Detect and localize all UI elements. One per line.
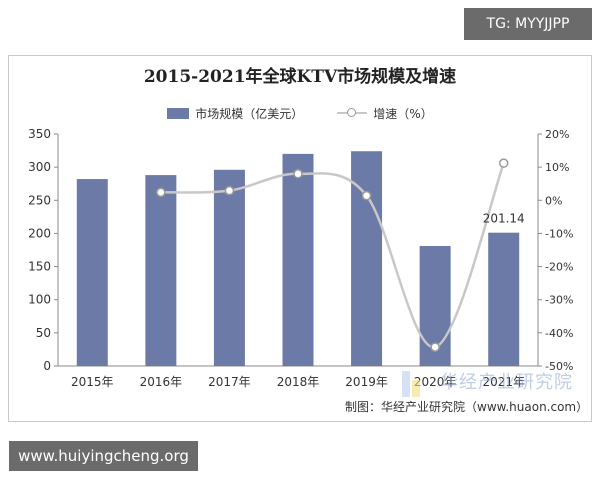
y-right-tick-label: 20%: [545, 128, 569, 141]
y-right-tick-label: -40%: [545, 327, 573, 340]
legend-label-growth: 增速（%）: [373, 106, 433, 121]
legend-bar-swatch: [167, 107, 190, 119]
chart-credit: 制图：华经产业研究院（www.huaon.com）: [345, 400, 589, 414]
x-tick-label: 2015年: [71, 375, 114, 389]
y-right-tick-label: -30%: [545, 294, 573, 307]
y-right-tick-label: -50%: [545, 360, 573, 373]
y-left-tick-label: 350: [28, 127, 51, 141]
watermark-bar-blue: [402, 371, 410, 397]
url-badge: www.huiyingcheng.org: [9, 441, 198, 471]
x-tick-label: 2019年: [345, 375, 388, 389]
bar-market-size: [488, 232, 520, 366]
legend-line-swatch: [337, 107, 368, 119]
y-left-tick-label: 100: [28, 293, 51, 307]
growth-point: [224, 185, 235, 196]
bar-market-size: [282, 153, 314, 366]
y-left-tick-label: 250: [28, 193, 51, 207]
legend-item-market-size: 市场规模（亿美元）: [167, 105, 303, 122]
bar-market-size: [145, 175, 177, 366]
y-left-tick-label: 300: [28, 160, 51, 174]
bar-market-size: [213, 169, 245, 366]
bar-market-size: [76, 179, 108, 366]
x-tick-label: 2021年: [482, 375, 525, 389]
legend-item-growth: 增速（%）: [337, 105, 433, 122]
growth-line: [160, 162, 505, 349]
x-tick-label: 2018年: [277, 375, 320, 389]
growth-point: [361, 190, 372, 201]
y-left-tick-label: 50: [36, 326, 51, 340]
bar-market-size: [351, 151, 383, 366]
y-right-tick-label: -20%: [545, 261, 573, 274]
watermark-text: 华经产业研究院: [440, 372, 573, 393]
growth-point: [156, 187, 166, 198]
tg-badge: TG: MYYJJPP: [464, 8, 592, 40]
bar-data-label: 201.14: [483, 212, 525, 226]
growth-point: [498, 158, 509, 168]
watermark-bar-yellow: [412, 380, 420, 397]
chart-legend: 市场规模（亿美元） 增速（%）: [0, 105, 600, 121]
y-right-tick-label: 10%: [545, 161, 569, 174]
legend-label-market-size: 市场规模（亿美元）: [195, 106, 304, 121]
x-tick-label: 2020年: [414, 375, 457, 389]
growth-point: [430, 342, 440, 352]
y-right-tick-label: -10%: [545, 227, 573, 240]
chart-title: 2015-2021年全球KTV市场规模及增速: [143, 67, 457, 87]
x-tick-label: 2016年: [140, 375, 183, 389]
growth-point: [293, 169, 303, 179]
x-tick-label: 2017年: [208, 375, 251, 389]
y-right-tick-label: 0%: [545, 194, 562, 207]
y-left-tick-label: 0: [43, 359, 51, 373]
y-left-tick-label: 150: [28, 260, 51, 274]
y-left-tick-label: 200: [28, 226, 51, 240]
